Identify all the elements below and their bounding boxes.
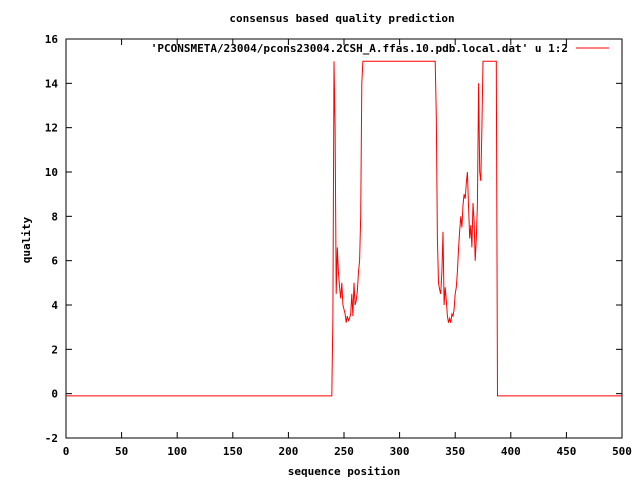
x-tick-label: 200 — [278, 445, 298, 458]
y-tick-label: 8 — [51, 210, 58, 223]
y-tick-label: 12 — [45, 122, 58, 135]
y-tick-label: -2 — [45, 432, 58, 445]
y-tick-label: 14 — [45, 77, 59, 90]
series-line — [66, 60, 622, 397]
chart-title: consensus based quality prediction — [229, 12, 454, 25]
y-tick-label: 4 — [51, 299, 58, 312]
y-axis-label: quality — [20, 216, 33, 263]
x-tick-label: 150 — [223, 445, 243, 458]
x-axis-label: sequence position — [288, 465, 401, 478]
x-tick-label: 50 — [115, 445, 128, 458]
y-tick-label: 6 — [51, 255, 58, 268]
x-tick-label: 350 — [445, 445, 465, 458]
y-tick-label: 16 — [45, 33, 59, 46]
legend-label: 'PCONSMETA/23004/pcons23004.2CSH_A.ffas.… — [151, 42, 568, 55]
y-tick-label: 2 — [51, 343, 58, 356]
x-tick-label: 500 — [612, 445, 632, 458]
x-tick-label: 250 — [334, 445, 354, 458]
y-tick-label: 10 — [45, 166, 58, 179]
x-tick-label: 100 — [167, 445, 187, 458]
x-tick-label: 450 — [556, 445, 576, 458]
x-tick-label: 300 — [390, 445, 410, 458]
x-tick-label: 0 — [63, 445, 70, 458]
x-tick-label: 400 — [501, 445, 521, 458]
y-tick-label: 0 — [51, 388, 58, 401]
plot-frame — [65, 38, 623, 439]
